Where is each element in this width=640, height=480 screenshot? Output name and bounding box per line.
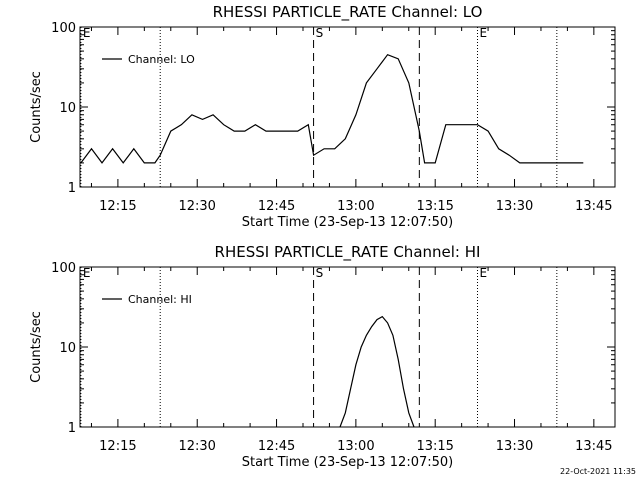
x-tick-label: 12:30 — [178, 199, 215, 214]
y-tick-label: 10 — [59, 341, 76, 356]
x-tick-label: 13:15 — [416, 199, 453, 214]
y-axis-label: Counts/sec — [29, 311, 44, 383]
x-axis-label: Start Time (23-Sep-13 12:07:50) — [242, 215, 453, 230]
x-tick-label: 13:30 — [496, 439, 533, 454]
y-axis-label: Counts/sec — [29, 71, 44, 143]
chart-title: RHESSI PARTICLE_RATE Channel: LO — [213, 3, 483, 22]
series-line — [339, 315, 415, 428]
x-tick-label: 13:00 — [337, 439, 374, 454]
time-marker-label: S — [316, 26, 324, 40]
y-tick-label: 100 — [51, 21, 76, 36]
legend-label: Channel: HI — [128, 293, 192, 306]
time-marker-label: E — [480, 266, 488, 280]
x-tick-label: 13:15 — [416, 439, 453, 454]
x-tick-label: 12:15 — [99, 439, 136, 454]
chart-title: RHESSI PARTICLE_RATE Channel: HI — [215, 243, 481, 262]
x-tick-label: 13:30 — [496, 199, 533, 214]
y-tick-label: 100 — [51, 261, 76, 276]
time-marker-label: E — [83, 266, 91, 280]
series-line — [80, 53, 584, 164]
x-tick-label: 13:45 — [575, 199, 612, 214]
x-tick-label: 13:00 — [337, 199, 374, 214]
x-axis-label: Start Time (23-Sep-13 12:07:50) — [242, 455, 453, 470]
timestamp-footer: 22-Oct-2021 11:35 — [560, 467, 636, 476]
x-tick-label: 12:15 — [99, 199, 136, 214]
x-tick-label: 12:45 — [258, 439, 295, 454]
time-marker-label: S — [316, 266, 324, 280]
time-marker-label: E — [83, 26, 91, 40]
legend-label: Channel: LO — [128, 53, 195, 66]
panel-lo-channel: RHESSI PARTICLE_RATE Channel: LO 1 10 100 12… — [29, 3, 616, 230]
y-tick-label: 1 — [68, 421, 76, 436]
time-marker-label: E — [480, 26, 488, 40]
panel-hi-channel: RHESSI PARTICLE_RATE Channel: HI 1 10 100 12… — [29, 243, 616, 470]
x-tick-label: 12:30 — [178, 439, 215, 454]
y-tick-label: 1 — [68, 181, 76, 196]
y-tick-label: 10 — [59, 101, 76, 116]
x-tick-label: 13:45 — [575, 439, 612, 454]
x-tick-label: 12:45 — [258, 199, 295, 214]
